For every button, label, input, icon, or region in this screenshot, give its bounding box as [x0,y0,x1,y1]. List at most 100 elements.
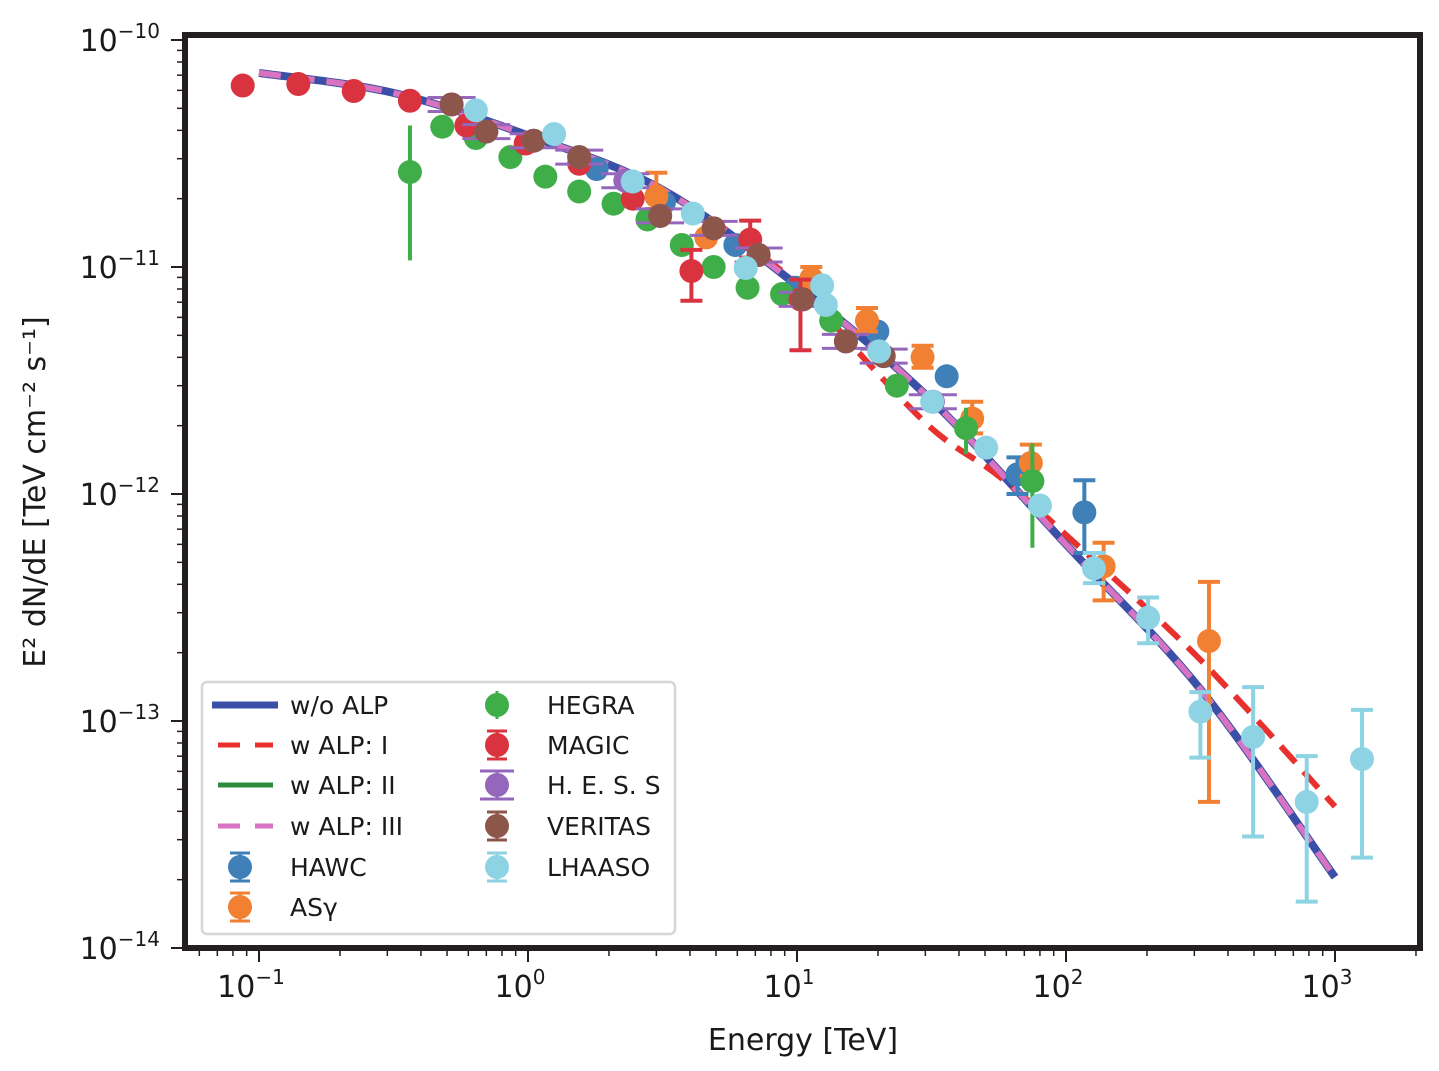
data-point [701,255,726,279]
series-lhaaso [463,98,1374,904]
data-point [910,345,935,370]
legend-label: w ALP: I [290,731,388,760]
data-point [474,119,499,144]
legend-label: w ALP: II [290,771,396,800]
data-point [1188,699,1213,724]
data-point [770,282,795,307]
data-point [567,145,592,170]
data-point [1072,500,1097,525]
data-point [1027,493,1052,518]
data-point [620,169,645,194]
legend-marker-swatch [485,814,509,838]
data-point [1294,789,1319,814]
y-tick-label: 10−10 [80,19,160,59]
data-point [790,287,815,312]
data-point [810,273,835,298]
y-axis: 10−10 10−11 10−12 10−13 10−14 [80,19,182,967]
data-point [567,179,592,204]
legend-label: HAWC [290,853,367,882]
legend-item: w ALP: III [218,812,403,841]
series-magic [230,71,813,353]
series-hegra [397,114,1045,548]
data-point [439,92,464,117]
data-point [397,88,422,113]
data-point [1081,556,1106,581]
data-point [934,364,959,389]
data-point [230,73,255,98]
data-point [463,98,488,123]
data-point [974,435,999,460]
data-point [644,184,669,209]
data-point [680,201,705,226]
data-point [341,79,366,104]
data-point [397,160,422,185]
data-point [833,329,858,354]
x-axis: 10−1 100 101 102 103 [198,951,1417,1005]
data-point [1349,747,1374,772]
legend-marker-swatch [485,855,509,879]
x-axis-label: Energy [TeV] [708,1023,898,1058]
x-tick-label: 101 [764,965,815,1005]
data-point [920,389,945,414]
legend-box [200,680,677,936]
legend-label: w ALP: III [290,812,403,841]
legend-item: VERITAS [485,810,651,842]
data-point [542,122,567,147]
data-point [286,71,311,96]
legend-label: ASγ [290,893,338,922]
data-point [1020,469,1045,494]
legend-item: w ALP: I [218,731,388,760]
legend-marker-swatch [485,733,509,757]
legend: w/o ALP w ALP: I w ALP: II w ALP: III HAWC AS… [200,680,677,936]
data-point [854,308,879,333]
legend-label: MAGIC [547,731,629,760]
legend-item: HEGRA [485,691,634,720]
y-tick-label: 10−14 [80,927,160,967]
x-tick-label: 100 [495,965,546,1005]
y-tick-label: 10−11 [80,246,160,286]
data-point [813,293,838,318]
data-point [884,373,909,398]
data-point [867,339,892,364]
data-point [1136,605,1161,630]
legend-label: LHAASO [547,853,650,882]
legend-item: w/o ALP [212,691,388,720]
data-point [533,164,558,189]
x-tick-label: 10−1 [217,965,285,1005]
data-point [521,128,546,153]
y-axis-label: E² dN/dE [TeV cm⁻² s⁻¹] [18,316,53,667]
legend-marker-swatch [485,693,509,717]
data-point [954,416,979,441]
legend-label: H. E. S. S [547,771,661,800]
legend-label: HEGRA [547,691,634,720]
legend-label: w/o ALP [290,691,388,720]
data-point [430,114,455,139]
data-point [733,255,758,280]
data-point [601,191,626,216]
legend-item: MAGIC [485,729,629,761]
series-as- [644,170,1221,804]
data-point [648,203,673,228]
legend-marker-swatch [485,773,509,797]
x-tick-label: 103 [1302,965,1353,1005]
data-point [679,259,704,284]
legend-item: HAWC [228,851,367,883]
legend-label: VERITAS [547,812,651,841]
y-tick-label: 10−13 [80,700,160,740]
legend-item: LHAASO [485,851,650,883]
legend-item: w ALP: II [218,771,396,800]
data-point [735,275,760,300]
data-points [230,71,1374,904]
legend-item: ASγ [228,891,338,923]
y-tick-label: 10−12 [80,473,160,513]
data-point [701,216,726,241]
data-point [1241,725,1266,750]
legend-marker-swatch [228,855,252,879]
legend-marker-swatch [228,895,252,919]
x-tick-label: 102 [1033,965,1084,1005]
plot-frame [182,32,1423,951]
data-point [620,186,645,211]
legend-item: H. E. S. S [480,769,661,801]
data-point [1196,629,1221,654]
